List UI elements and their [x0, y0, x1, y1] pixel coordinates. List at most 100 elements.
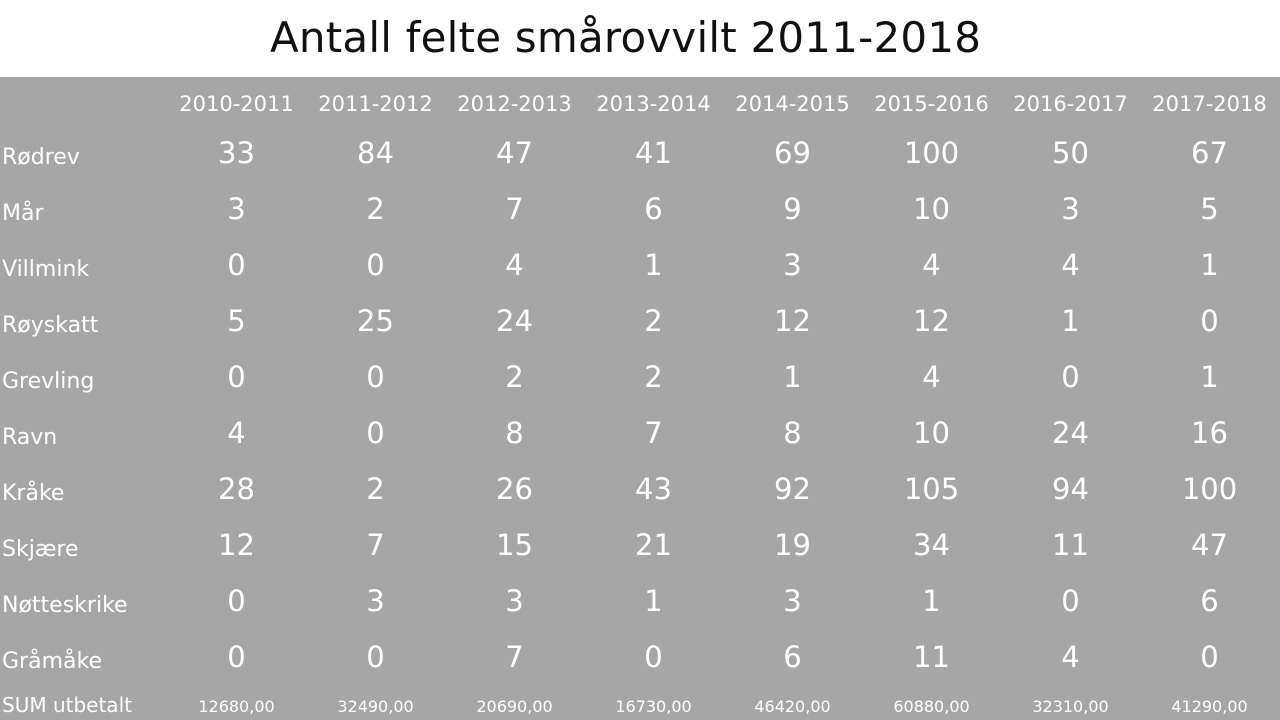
sum-cell: 16730,00 [615, 697, 692, 716]
column-header-2017-2018: 2017-2018 [1152, 92, 1267, 116]
data-table: 2010-2011 2011-2012 2012-2013 2013-2014 … [0, 77, 1280, 720]
table-cell: 100 [1181, 472, 1238, 506]
table-cell: 1 [644, 248, 663, 282]
table-cell: 43 [635, 472, 672, 506]
row-label: Nøtteskrike [2, 593, 128, 618]
table-cell: 15 [496, 528, 533, 562]
table-cell: 1 [1200, 248, 1219, 282]
table-cell: 1 [1200, 360, 1219, 394]
table-cell: 34 [913, 528, 950, 562]
column-header-2010-2011: 2010-2011 [179, 92, 294, 116]
table-cell: 4 [505, 248, 524, 282]
table-cell: 2 [644, 360, 663, 394]
table-cell: 41 [635, 136, 672, 170]
table-cell: 2 [366, 192, 385, 226]
table-cell: 67 [1191, 136, 1228, 170]
table-cell: 28 [218, 472, 255, 506]
table-cell: 7 [505, 640, 524, 674]
column-header-2015-2016: 2015-2016 [874, 92, 989, 116]
table-cell: 11 [1052, 528, 1089, 562]
table-cell: 12 [774, 304, 811, 338]
table-cell: 1 [1061, 304, 1080, 338]
table-cell: 0 [227, 248, 246, 282]
table-cell: 1 [922, 584, 941, 618]
table-cell: 0 [227, 360, 246, 394]
table-cell: 3 [783, 584, 802, 618]
table-cell: 105 [903, 472, 960, 506]
table-cell: 0 [1061, 584, 1080, 618]
table-cell: 7 [505, 192, 524, 226]
table-cell: 26 [496, 472, 533, 506]
sum-cell: 46420,00 [754, 697, 831, 716]
sum-cell: 20690,00 [476, 697, 553, 716]
column-header-2016-2017: 2016-2017 [1013, 92, 1128, 116]
table-cell: 0 [366, 640, 385, 674]
table-cell: 4 [922, 360, 941, 394]
table-cell: 1 [783, 360, 802, 394]
table-cell: 8 [783, 416, 802, 450]
table-cell: 0 [227, 584, 246, 618]
table-cell: 33 [218, 136, 255, 170]
table-cell: 1 [644, 584, 663, 618]
table-cell: 24 [496, 304, 533, 338]
column-header-2014-2015: 2014-2015 [735, 92, 850, 116]
column-header-2012-2013: 2012-2013 [457, 92, 572, 116]
table-cell: 6 [644, 192, 663, 226]
table-cell: 19 [774, 528, 811, 562]
table-cell: 47 [496, 136, 533, 170]
table-cell: 12 [913, 304, 950, 338]
table-cell: 0 [1061, 360, 1080, 394]
sum-cell: 32490,00 [337, 697, 414, 716]
table-cell: 12 [218, 528, 255, 562]
table-cell: 2 [644, 304, 663, 338]
table-cell: 0 [227, 640, 246, 674]
row-label: Røyskatt [2, 313, 99, 338]
row-label: Grevling [2, 369, 95, 394]
table-cell: 24 [1052, 416, 1089, 450]
table-cell: 69 [774, 136, 811, 170]
page-title: Antall felte smårovvilt 2011-2018 [270, 13, 982, 62]
table-cell: 3 [505, 584, 524, 618]
table-cell: 9 [783, 192, 802, 226]
row-label: Kråke [2, 481, 65, 506]
sum-row-label: SUM utbetalt [2, 693, 132, 717]
table-cell: 0 [366, 416, 385, 450]
table-cell: 8 [505, 416, 524, 450]
table-cell: 92 [774, 472, 811, 506]
table-cell: 4 [1061, 248, 1080, 282]
row-label: Rødrev [2, 145, 80, 170]
table-cell: 3 [366, 584, 385, 618]
table-cell: 6 [783, 640, 802, 674]
column-header-2011-2012: 2011-2012 [318, 92, 433, 116]
table-cell: 5 [227, 304, 246, 338]
sum-cell: 41290,00 [1171, 697, 1248, 716]
table-cell: 2 [505, 360, 524, 394]
table-cell: 4 [922, 248, 941, 282]
table-cell: 7 [644, 416, 663, 450]
table-cell: 0 [1200, 640, 1219, 674]
sum-cell: 60880,00 [893, 697, 970, 716]
table-cell: 0 [644, 640, 663, 674]
row-label: Gråmåke [2, 649, 102, 674]
table-cell: 0 [1200, 304, 1219, 338]
sum-cell: 12680,00 [198, 697, 275, 716]
row-label: Mår [2, 201, 44, 226]
table-cell: 4 [1061, 640, 1080, 674]
table-cell: 3 [1061, 192, 1080, 226]
table-cell: 3 [227, 192, 246, 226]
table-cell: 10 [913, 416, 950, 450]
table-cell: 84 [357, 136, 394, 170]
table-cell: 5 [1200, 192, 1219, 226]
row-label: Skjære [2, 537, 79, 562]
table-cell: 11 [913, 640, 950, 674]
table-cell: 0 [366, 248, 385, 282]
table-cell: 4 [227, 416, 246, 450]
column-header-2013-2014: 2013-2014 [596, 92, 711, 116]
table-cell: 47 [1191, 528, 1228, 562]
table-cell: 21 [635, 528, 672, 562]
row-label: Ravn [2, 425, 58, 450]
table-cell: 0 [366, 360, 385, 394]
table-cell: 50 [1052, 136, 1089, 170]
table-cell: 94 [1052, 472, 1089, 506]
table-cell: 100 [903, 136, 960, 170]
